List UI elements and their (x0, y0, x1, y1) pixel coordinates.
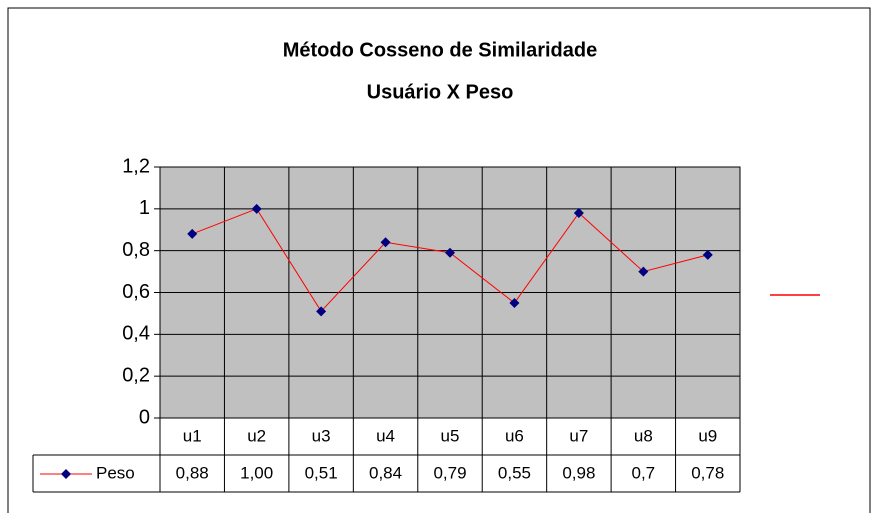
y-tick-label: 1 (139, 197, 150, 219)
chart-title: Método Cosseno de Similaridade (283, 39, 598, 61)
x-tick-label: u5 (441, 426, 460, 445)
y-tick-label: 0,6 (122, 281, 150, 303)
marker (380, 237, 391, 248)
y-tick-label: 1,2 (122, 155, 150, 177)
marker (638, 266, 649, 277)
table-value: 1,00 (240, 463, 273, 482)
y-tick-label: 0,8 (122, 239, 150, 261)
table-value: 0,78 (691, 463, 724, 482)
x-tick-label: u7 (569, 426, 588, 445)
x-tick-label: u9 (698, 426, 717, 445)
x-tick-label: u4 (376, 426, 395, 445)
table-value: 0,7 (632, 463, 656, 482)
x-tick-label: u6 (505, 426, 524, 445)
series-name: Peso (96, 463, 135, 482)
x-tick-label: u1 (183, 426, 202, 445)
marker (509, 297, 520, 308)
table-value: 0,55 (498, 463, 531, 482)
marker (316, 306, 327, 317)
table-value: 0,98 (562, 463, 595, 482)
marker (573, 208, 584, 219)
marker (702, 249, 713, 260)
marker (445, 247, 455, 258)
x-tick-label: u3 (312, 426, 331, 445)
marker (251, 203, 262, 214)
table-value: 0,84 (369, 463, 402, 482)
table-value: 0,88 (176, 463, 209, 482)
chart-subtitle: Usuário X Peso (367, 81, 514, 103)
x-tick-label: u2 (247, 426, 266, 445)
table-value: 0,51 (305, 463, 338, 482)
table-value: 0,79 (433, 463, 466, 482)
y-tick-label: 0,2 (122, 364, 150, 386)
table-legend-marker (61, 469, 71, 479)
marker (187, 228, 198, 239)
y-tick-label: 0 (139, 406, 150, 428)
x-tick-label: u8 (634, 426, 653, 445)
y-tick-label: 0,4 (122, 323, 150, 345)
